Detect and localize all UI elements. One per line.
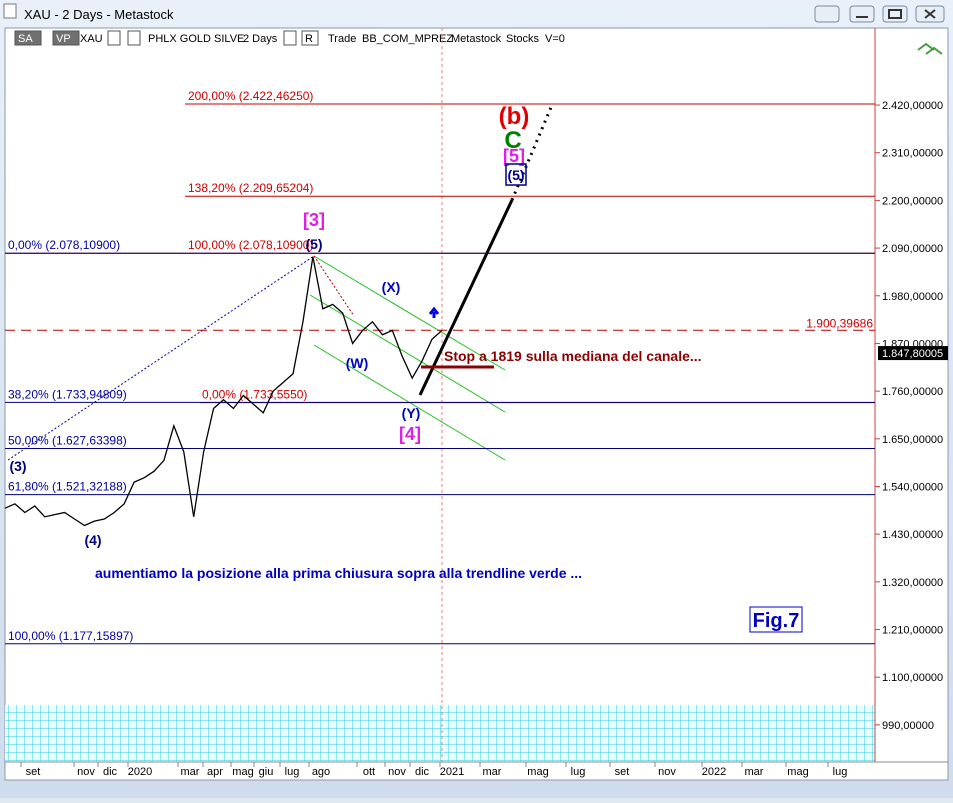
x-tick-label: nov: [658, 766, 676, 778]
dashed-level-label: 1.900,39686: [806, 316, 873, 330]
maximize-button[interactable]: [882, 5, 908, 23]
fib-level-label: 138,20% (2.209,65204): [188, 181, 313, 195]
toolbar-item[interactable]: VP: [56, 33, 71, 45]
x-tick-label: set: [615, 766, 630, 778]
annotation: aumentiamo la posizione alla prima chius…: [95, 565, 582, 581]
fib-level-label: 0,00% (2.078,10900): [8, 238, 120, 252]
annotation: (5): [305, 236, 322, 252]
window-buttons[interactable]: [814, 5, 945, 23]
y-tick-label: 990,00000: [882, 720, 934, 732]
fib-level-label: 0,00% (1.733,5550): [202, 388, 307, 402]
toolbar-item[interactable]: R: [305, 33, 313, 45]
annotation: (5): [507, 167, 524, 183]
y-tick-label: 2.200,00000: [882, 195, 943, 207]
x-tick-label: nov: [388, 766, 406, 778]
toolbar-item[interactable]: 2 Days: [243, 33, 278, 45]
toolbar-item[interactable]: PHLX GOLD SILVE: [148, 33, 244, 45]
dropdown-button[interactable]: [127, 30, 141, 46]
toolbar-item[interactable]: Stocks: [506, 33, 540, 45]
chart-pane: [4, 27, 949, 781]
window-title: XAU - 2 Days - Metastock: [24, 7, 174, 22]
x-tick-label: lug: [285, 766, 300, 778]
toolbar-item[interactable]: BB_COM_MPREZ: [362, 33, 453, 45]
y-tick-label: 1.210,00000: [882, 625, 943, 637]
toolbar-item[interactable]: SA: [18, 33, 33, 45]
x-tick-label: set: [26, 766, 41, 778]
app-icon: [3, 3, 17, 19]
y-tick-label: 2.310,00000: [882, 148, 943, 160]
x-tick-label: apr: [207, 766, 223, 778]
drawings: [7, 104, 554, 461]
annotation: [5]: [503, 146, 525, 166]
plot: 2.420,00000 2.310,00000 2.200,00000 2.090,0…: [4, 89, 948, 778]
minimize-button[interactable]: [849, 5, 875, 23]
y-tick-label: 2.420,00000: [882, 100, 943, 112]
x-tick-label: nov: [77, 766, 95, 778]
dropdown-button[interactable]: [107, 30, 121, 46]
last-price-label: 1.847,80005: [882, 348, 943, 360]
annotation: Stop a 1819 sulla mediana del canale...: [444, 348, 702, 364]
toolbar-item[interactable]: Metastock: [451, 33, 502, 45]
fig-box: [749, 606, 803, 633]
toolbar-item[interactable]: XAU: [80, 33, 103, 45]
annotation: (3): [9, 458, 26, 474]
annotation: C: [504, 127, 521, 154]
x-tick-label: mar: [745, 766, 764, 778]
x-tick-label: ago: [312, 766, 330, 778]
y-tick-label: 1.540,00000: [882, 481, 943, 493]
toolbar-item[interactable]: Trade: [328, 33, 356, 45]
x-tick-label: dic: [103, 766, 118, 778]
fib-level-label: 100,00% (1.177,15897): [8, 629, 133, 643]
fib-level-label: 200,00% (2.422,46250): [188, 89, 313, 103]
last-price-box: [878, 346, 948, 361]
x-tick-label: mar: [483, 766, 502, 778]
annotation: [4]: [399, 424, 421, 444]
fib-level-label: 61,80% (1.521,32188): [8, 480, 127, 494]
annotation: (4): [84, 532, 101, 548]
y-tick-label: 1.100,00000: [882, 672, 943, 684]
wave-box: [505, 163, 527, 186]
toolbar-button[interactable]: [14, 30, 42, 46]
y-tick-label: 1.980,00000: [882, 291, 943, 303]
restore-button[interactable]: [814, 5, 840, 23]
annotation: (Y): [402, 405, 421, 421]
fib-level-label: 100,00% (2.078,10900): [188, 238, 313, 252]
fib-level-label: 50,00% (1.627,63398): [8, 434, 127, 448]
annotation: (X): [382, 279, 401, 295]
x-tick-label: mag: [787, 766, 808, 778]
x-tick-label: lug: [833, 766, 848, 778]
y-tick-label: 1.760,00000: [882, 386, 943, 398]
x-tick-label: 2022: [702, 766, 726, 778]
y-tick-label: 1.320,00000: [882, 577, 943, 589]
annotation: (b): [499, 103, 530, 130]
y-tick-label: 1.650,00000: [882, 434, 943, 446]
toolbar-button[interactable]: [52, 30, 80, 46]
annotation: [3]: [303, 210, 325, 230]
annotation: Fig.7: [753, 610, 800, 632]
annotation: (W): [346, 355, 369, 371]
x-tick-label: 2021: [440, 766, 464, 778]
x-tick-label: mag: [232, 766, 253, 778]
y-tick-label: 2.090,00000: [882, 243, 943, 255]
x-tick-label: dic: [415, 766, 430, 778]
x-tick-label: ott: [363, 766, 375, 778]
x-tick-label: giu: [259, 766, 274, 778]
y-tick-label: 1.430,00000: [882, 529, 943, 541]
price-line: [4, 256, 443, 527]
dropdown-button[interactable]: [283, 30, 297, 46]
toolbar-button[interactable]: [301, 30, 319, 46]
x-tick-label: mag: [527, 766, 548, 778]
fib-level-label: 38,20% (1.733,94809): [8, 387, 127, 401]
volume-area: [5, 705, 875, 761]
toolbar-item[interactable]: V=0: [545, 33, 565, 45]
x-tick-label: mar: [181, 766, 200, 778]
x-tick-label: lug: [571, 766, 586, 778]
x-tick-label: 2020: [128, 766, 152, 778]
